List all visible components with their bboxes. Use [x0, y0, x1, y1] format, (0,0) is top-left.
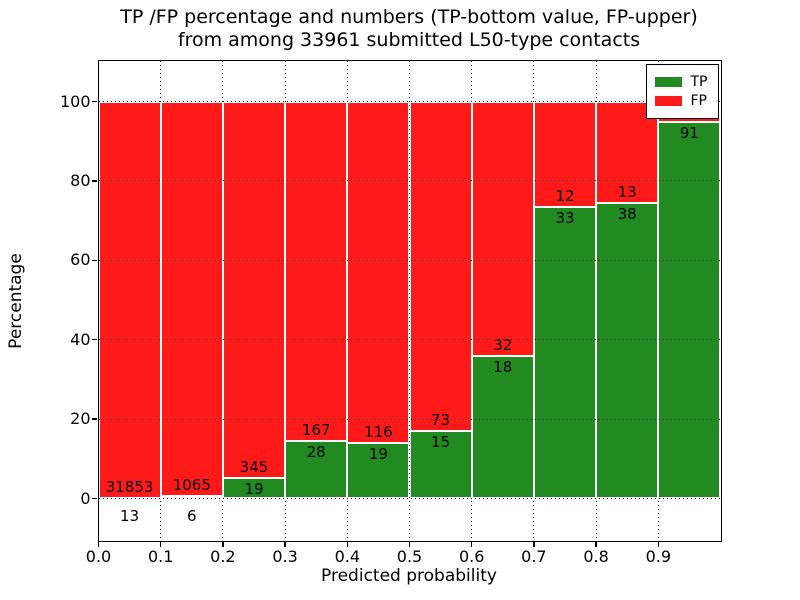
x-tick — [284, 541, 286, 547]
bar-fp — [160, 101, 223, 497]
y-tick — [92, 259, 97, 262]
tp-count-label: 91 — [679, 124, 699, 143]
x-tick-label: 0.4 — [334, 546, 361, 566]
fp-count-label: 1065 — [172, 476, 211, 495]
chart-title-line1: TP /FP percentage and numbers (TP-bottom… — [120, 6, 698, 28]
h-gridline — [98, 180, 721, 182]
bar-tp — [658, 122, 721, 499]
y-tick — [92, 100, 97, 103]
legend-entry-tp: TP — [654, 73, 708, 90]
bar-fp — [347, 101, 410, 443]
fp-count-label: 73 — [431, 410, 451, 429]
y-tick-label: 100 — [59, 91, 91, 111]
x-tick — [346, 541, 349, 547]
tp-count-label: 28 — [306, 443, 326, 462]
tp-count-label: 19 — [368, 444, 388, 463]
x-tick — [222, 541, 224, 547]
bar-fp — [98, 101, 161, 499]
legend-swatch-fp-icon — [654, 95, 682, 106]
legend-entry-fp: FP — [654, 92, 708, 109]
x-tick — [408, 541, 411, 547]
chart-title: TP /FP percentage and numbers (TP-bottom… — [98, 6, 720, 52]
h-gridline — [98, 339, 721, 341]
fp-count-label: 116 — [364, 422, 393, 441]
x-tick-label: 0.0 — [85, 546, 112, 566]
legend-swatch-tp-icon — [654, 76, 682, 87]
legend-label-fp: FP — [690, 92, 708, 109]
h-gridline — [98, 259, 721, 261]
bar-fp — [222, 101, 286, 478]
bar-tp — [471, 355, 534, 499]
x-tick — [470, 541, 473, 547]
bar-tp — [160, 496, 223, 499]
y-tick — [92, 418, 97, 420]
fp-count-label: 12 — [555, 187, 575, 206]
tp-count-label: 33 — [555, 209, 575, 228]
bar-fp — [471, 101, 534, 356]
tp-count-label: 19 — [244, 479, 264, 498]
plot-area: TP FP 31853 13 1065 6 345 19 167 28 116 19 73 15 32 1… — [60, 59, 722, 566]
bar-tp — [222, 477, 286, 499]
fp-count-label: 167 — [301, 421, 331, 440]
tp-count-label: 18 — [493, 357, 513, 376]
y-tick — [92, 497, 97, 500]
x-tick-label: 0.5 — [396, 546, 423, 566]
tp-count-label: 6 — [187, 506, 197, 525]
y-tick-label: 80 — [70, 170, 91, 190]
bar-tp — [409, 430, 472, 499]
bar-fp — [533, 101, 597, 208]
y-axis-label: Percentage — [6, 253, 26, 349]
x-tick-label: 0.3 — [272, 546, 298, 566]
y-tick-label: 20 — [70, 409, 91, 429]
h-gridline — [98, 498, 721, 499]
legend: TP FP — [645, 63, 719, 119]
legend-label-tp: TP — [690, 73, 708, 90]
fp-count-label: 13 — [617, 182, 637, 201]
x-tick-label: 0.9 — [645, 546, 672, 566]
y-tick — [92, 338, 97, 341]
x-tick — [97, 541, 100, 547]
fp-count-label: 32 — [493, 335, 513, 354]
x-tick — [595, 541, 597, 547]
y-tick — [92, 180, 97, 182]
x-tick — [657, 541, 660, 547]
x-tick-label: 0.8 — [583, 546, 609, 566]
y-tick-label: 40 — [70, 329, 91, 349]
x-tick-label: 0.6 — [458, 546, 485, 566]
fp-count-label: 31853 — [105, 478, 154, 497]
h-gridline — [98, 418, 721, 420]
x-tick-label: 0.1 — [147, 546, 174, 566]
bar-tp — [533, 207, 597, 499]
fp-count-label: 345 — [239, 457, 269, 476]
y-tick-label: 0 — [80, 488, 91, 508]
y-tick-label: 60 — [70, 250, 91, 270]
x-tick-label: 0.2 — [210, 546, 236, 566]
bar-tp — [596, 202, 659, 499]
bar-tp — [347, 442, 410, 499]
x-axis-label: Predicted probability — [321, 566, 497, 586]
h-gridline — [98, 101, 721, 102]
bar-tp — [285, 441, 348, 499]
bar-fp — [409, 101, 472, 431]
bar-fp — [285, 101, 348, 442]
tp-count-label: 38 — [617, 204, 637, 223]
chart-title-line2: from among 33961 submitted L50-type cont… — [177, 29, 641, 51]
x-tick-label: 0.7 — [521, 546, 547, 566]
tp-count-label: 13 — [120, 506, 140, 525]
x-tick — [533, 541, 535, 547]
tp-count-label: 15 — [431, 432, 451, 451]
x-tick — [159, 541, 162, 547]
